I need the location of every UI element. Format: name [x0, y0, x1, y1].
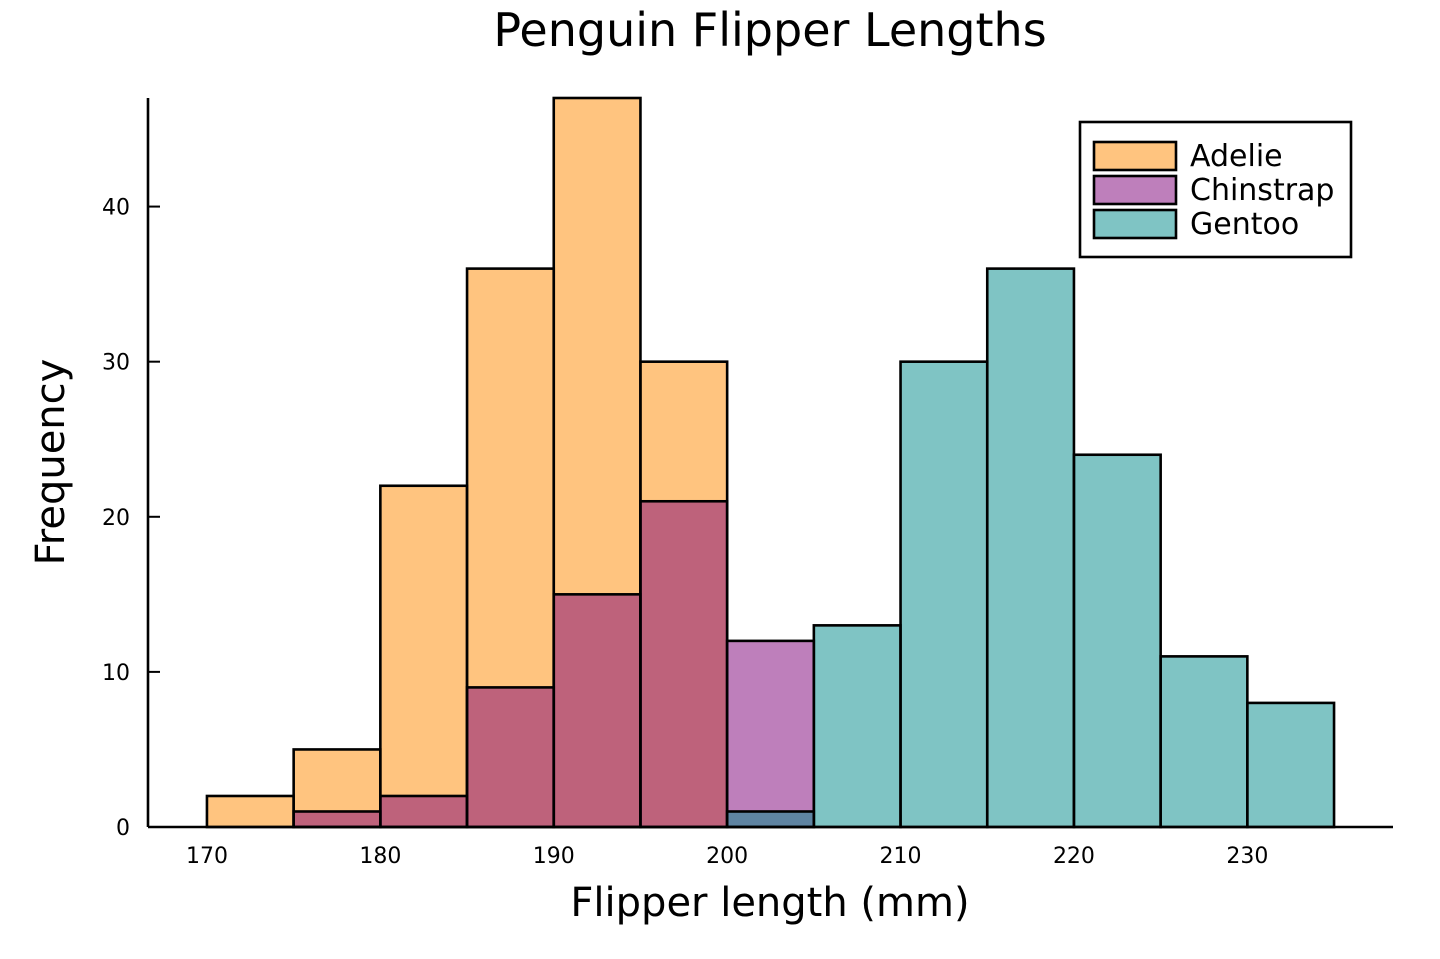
x-tick-label: 220 — [1053, 844, 1095, 869]
y-tick-label: 30 — [102, 351, 130, 376]
bar-gentoo-205 — [812, 624, 902, 829]
bar-chinstrap-185 — [465, 686, 556, 829]
bar-chinstrap-180 — [379, 794, 469, 829]
x-tick-label: 190 — [533, 844, 575, 869]
bar-gentoo-210 — [899, 360, 989, 829]
bar-gentoo-230 — [1246, 701, 1336, 829]
bar-chinstrap-175 — [292, 810, 382, 829]
y-tick-label: 40 — [102, 196, 130, 221]
y-tick-label: 20 — [102, 506, 130, 531]
bar-gentoo-220 — [1072, 453, 1162, 829]
legend-label-chinstrap: Chinstrap — [1190, 173, 1334, 208]
x-tick-label: 170 — [186, 844, 228, 869]
bar-adelie-170 — [205, 794, 295, 829]
legend-swatch-chinstrap — [1092, 174, 1178, 206]
legend-swatch-adelie — [1092, 140, 1178, 172]
y-axis-label: Frequency — [28, 359, 74, 566]
chart-axes — [146, 98, 1393, 829]
chart-title: Penguin Flipper Lengths — [493, 3, 1046, 57]
x-axis-label: Flipper length (mm) — [570, 880, 969, 926]
y-tick-label: 0 — [116, 816, 130, 841]
bar-chinstrap-200 — [725, 639, 816, 829]
legend-label-adelie: Adelie — [1190, 139, 1283, 174]
bar-gentoo-200 — [725, 810, 816, 829]
bar-adelie-180 — [379, 484, 469, 829]
bar-gentoo-215 — [985, 267, 1076, 829]
series-gentoo-bars — [725, 267, 1336, 829]
x-tick-label: 180 — [359, 844, 401, 869]
series-chinstrap-bars — [292, 499, 816, 829]
legend-swatch-gentoo — [1092, 208, 1178, 240]
bar-chinstrap-195 — [639, 499, 729, 829]
legend-label-gentoo: Gentoo — [1190, 207, 1299, 242]
bar-gentoo-225 — [1159, 655, 1249, 829]
x-tick-label: 230 — [1226, 844, 1268, 869]
bar-chinstrap-190 — [552, 593, 642, 829]
histogram-bars — [205, 96, 1336, 829]
y-tick-label: 10 — [102, 661, 130, 686]
x-tick-label: 210 — [880, 844, 922, 869]
axis-ticks: 170 180 190 200 210 220 230 0 10 20 30 40 — [102, 196, 1268, 869]
x-tick-label: 200 — [706, 844, 748, 869]
